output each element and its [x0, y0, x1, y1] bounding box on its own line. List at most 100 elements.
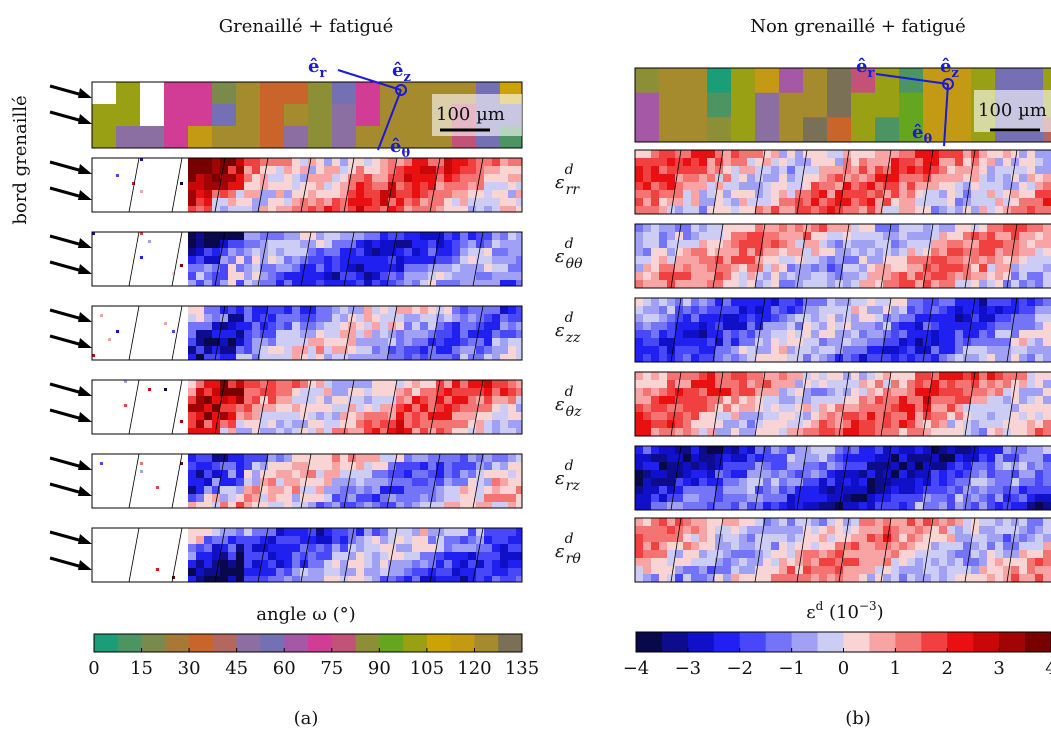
- pixel: [723, 346, 731, 354]
- pixel: [915, 518, 923, 526]
- pixel: [683, 256, 691, 264]
- pixel: [851, 494, 859, 502]
- pixel: [747, 240, 755, 248]
- pixel: [508, 190, 516, 198]
- axis-vector-label: êθ: [390, 136, 410, 161]
- pixel: [771, 272, 779, 280]
- pixel: [771, 574, 779, 582]
- pixel: [276, 412, 284, 420]
- pixel: [859, 272, 867, 280]
- pixel: [795, 396, 803, 404]
- pixel: [859, 338, 867, 346]
- pixel: [1019, 264, 1027, 272]
- pixel: [284, 190, 292, 198]
- pixel: [835, 566, 843, 574]
- pixel: [787, 182, 795, 190]
- pixel: [979, 248, 987, 256]
- pixel: [763, 412, 771, 420]
- pixel: [795, 478, 803, 486]
- pixel: [899, 166, 907, 174]
- pixel: [899, 566, 907, 574]
- pixel: [875, 412, 883, 420]
- pixel: [747, 566, 755, 574]
- pixel: [747, 248, 755, 256]
- pixel: [340, 502, 348, 508]
- pixel: [811, 272, 819, 280]
- pixel: [915, 454, 923, 462]
- pixel: [747, 486, 755, 494]
- grain-boundary: [386, 453, 398, 509]
- pixel: [915, 420, 923, 428]
- pixel: [995, 248, 1003, 256]
- pixel: [883, 198, 891, 206]
- pixel: [699, 182, 707, 190]
- pixel: [995, 240, 1003, 248]
- pixel: [508, 346, 516, 354]
- pixel: [963, 330, 971, 338]
- pixel: [939, 264, 947, 272]
- pixel: [659, 346, 667, 354]
- pixel: [779, 534, 787, 542]
- pixel: [667, 566, 675, 574]
- pixel: [1043, 256, 1051, 264]
- pixel: [196, 494, 204, 502]
- pixel: [316, 166, 324, 174]
- pixel: [923, 420, 931, 428]
- pixel: [819, 396, 827, 404]
- pixel: [859, 190, 867, 198]
- pixel: [635, 486, 643, 494]
- pixel: [372, 470, 380, 478]
- pixel: [899, 306, 907, 314]
- pixel: [348, 568, 356, 576]
- pixel: [1011, 502, 1019, 510]
- grain: [404, 82, 428, 105]
- pixel: [971, 446, 979, 454]
- pixel: [731, 322, 739, 330]
- pixel: [1043, 462, 1051, 470]
- pixel: [356, 158, 364, 166]
- pixel: [923, 372, 931, 380]
- pixel: [931, 338, 939, 346]
- pixel: [891, 346, 899, 354]
- pixel: [492, 198, 500, 206]
- pixel: [747, 542, 755, 550]
- map-frame: [634, 445, 1051, 511]
- pixel: [667, 526, 675, 534]
- pixel: [635, 174, 643, 182]
- pixel: [947, 280, 955, 288]
- pixel: [1035, 372, 1043, 380]
- pixel: [420, 388, 428, 396]
- pixel: [851, 550, 859, 558]
- pixel: [324, 314, 332, 322]
- pixel: [516, 404, 522, 412]
- axis-origin: [395, 84, 407, 96]
- pixel: [779, 542, 787, 550]
- pixel: [1011, 566, 1019, 574]
- pixel: [508, 280, 516, 286]
- pixel: [979, 338, 987, 346]
- pixel: [643, 346, 651, 354]
- pixel: [516, 486, 522, 494]
- pixel: [292, 338, 300, 346]
- pixel: [643, 190, 651, 198]
- pixel: [979, 280, 987, 288]
- pixel: [436, 388, 444, 396]
- pixel: [260, 206, 268, 212]
- pixel: [428, 264, 436, 272]
- grain: [755, 68, 779, 94]
- pixel: [1027, 298, 1035, 306]
- pixel: [204, 338, 212, 346]
- pixel: [1043, 346, 1051, 354]
- pixel: [316, 338, 324, 346]
- pixel: [723, 396, 731, 404]
- pixel: [308, 190, 316, 198]
- pixel: [971, 206, 979, 214]
- pixel: [715, 272, 723, 280]
- pixel: [1043, 380, 1051, 388]
- pixel: [795, 224, 803, 232]
- pixel: [460, 470, 468, 478]
- pixel: [835, 232, 843, 240]
- pixel: [995, 478, 1003, 486]
- pixel: [971, 354, 979, 362]
